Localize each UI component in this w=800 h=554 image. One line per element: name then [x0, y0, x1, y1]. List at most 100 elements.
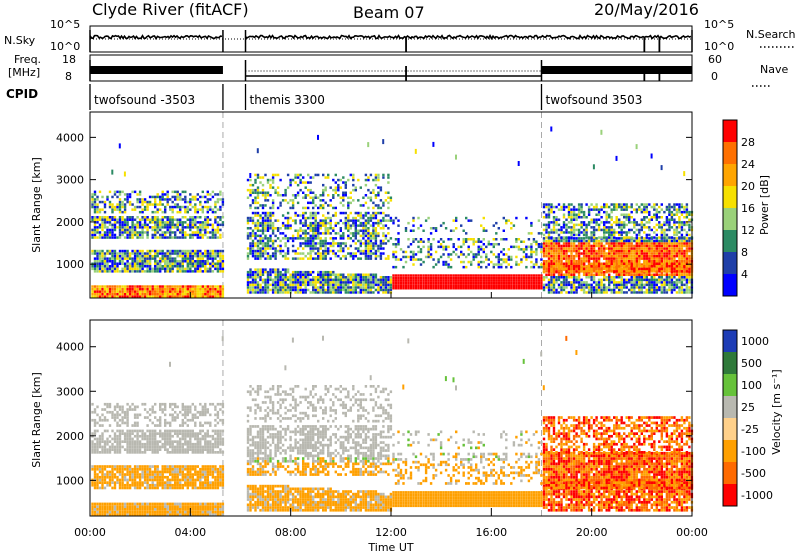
power-cell-4025: [587, 242, 591, 245]
power-cell-243: [113, 236, 117, 239]
power-cell-3459: [542, 239, 546, 243]
power-cell-2868: [419, 284, 423, 287]
power-cell-1004: [189, 200, 192, 204]
power-cell-3801: [570, 252, 573, 255]
power-cell-64: [96, 252, 99, 255]
power-cell-1364: [249, 191, 252, 194]
power-cell-2950: [437, 276, 440, 280]
power-cell-4008: [587, 276, 591, 279]
power-cell-2022: [314, 234, 317, 238]
power-cell-4344: [613, 231, 616, 234]
power-cell-2344: [347, 201, 350, 205]
power-cell-4415: [618, 203, 621, 206]
power-cell-776: [166, 216, 169, 219]
power-cell-2482: [364, 283, 368, 287]
power-cell-913: [181, 270, 184, 273]
power-cell-353: [123, 208, 127, 211]
power-cell-530: [141, 216, 144, 219]
power-cell-992: [189, 252, 192, 255]
power-cell-3600: [555, 291, 558, 294]
power-cell-100: [98, 210, 102, 214]
power-cell-102: [98, 200, 102, 204]
power-cell-2268: [339, 237, 342, 240]
power-cell-4402: [618, 249, 621, 253]
power-cell-800: [169, 228, 172, 232]
power-cell-1895: [302, 206, 305, 210]
power-cell-2886: [422, 260, 425, 264]
power-cell-2788: [402, 284, 405, 287]
power-cell-4162: [600, 288, 603, 292]
power-cell-629: [154, 270, 157, 273]
power-cell-1408: [254, 254, 257, 258]
power-cell-538: [143, 290, 147, 293]
power-cell-1507: [261, 237, 265, 240]
power-cell-1699: [279, 201, 282, 205]
power-cell-449: [133, 231, 137, 234]
power-cell-2441: [359, 273, 362, 276]
power-cell-2131: [324, 242, 327, 245]
power-cell-2078: [319, 237, 322, 240]
power-cell-1759: [286, 224, 290, 227]
power-cell-1085: [199, 287, 202, 291]
power-cell-4092: [592, 231, 596, 234]
power-cell-1048: [194, 221, 197, 224]
power-cell-1111: [201, 287, 204, 291]
power-cell-2252: [337, 186, 340, 189]
power-cell-1159: [206, 285, 209, 288]
power-cell-1522: [261, 176, 265, 179]
power-cell-4436: [620, 247, 623, 250]
power-cell-3147: [480, 265, 483, 269]
power-cell-1008: [191, 292, 194, 296]
power-cell-801: [169, 226, 172, 229]
power-cell-2193: [332, 286, 335, 289]
power-cell-94: [98, 233, 102, 237]
power-cell-1339: [246, 188, 250, 192]
power-cell-3320: [517, 284, 521, 287]
power-cell-466: [136, 260, 139, 263]
power-cell-2648: [379, 283, 383, 287]
power-cell-1845: [296, 201, 300, 205]
power-cell-3716: [562, 213, 566, 216]
power-cell-4520: [628, 278, 631, 282]
power-cell-2882: [422, 281, 425, 285]
power-cell-3989: [585, 254, 588, 258]
power-cell-2357: [349, 237, 352, 240]
power-cell-4376: [615, 221, 618, 224]
power-cell-1207: [211, 285, 215, 288]
power-cell-4716: [643, 267, 646, 271]
power-cell-1909: [304, 254, 307, 258]
power-cell-1906: [304, 276, 307, 279]
power-cell-3239: [500, 284, 503, 287]
power-cell-4540: [628, 228, 631, 232]
power-cell-3458: [542, 242, 546, 245]
power-cell-4542: [628, 218, 631, 221]
power-cell-2500: [364, 221, 368, 225]
power-cell-3054: [460, 250, 463, 254]
power-cell-1191: [209, 257, 212, 260]
power-cell-3364: [527, 284, 531, 287]
power-cell-1679: [276, 191, 280, 194]
power-cell-2863: [417, 245, 420, 249]
power-cell-792: [169, 260, 172, 263]
power-cell-2602: [374, 249, 378, 253]
power-cell-1007: [191, 295, 194, 298]
power-cell-1293: [219, 216, 222, 219]
power-cell-1614: [271, 278, 275, 282]
power-cell-2325: [347, 286, 350, 289]
power-cell-372: [126, 249, 129, 253]
power-cell-503: [138, 210, 142, 214]
power-cell-336: [123, 285, 127, 288]
power-cell-4266: [608, 265, 611, 268]
power-cell-300: [118, 203, 122, 206]
power-cell-4372: [615, 239, 618, 243]
power-cell-1920: [304, 216, 307, 220]
power-cell-4155: [597, 226, 601, 229]
power-cell-2179: [329, 244, 332, 248]
power-cell-4016: [587, 265, 591, 268]
power-cell-4776: [648, 273, 651, 276]
power-cell-1484: [259, 224, 262, 227]
power-cell-2224: [334, 237, 337, 240]
power-cell-2818: [409, 284, 413, 287]
power-cell-3559: [550, 221, 553, 224]
power-cell-3809: [570, 233, 573, 237]
